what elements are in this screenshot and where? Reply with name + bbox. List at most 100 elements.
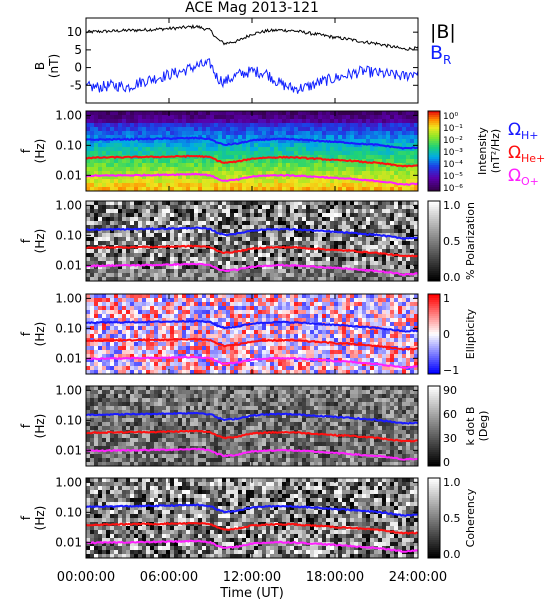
spectrogram-cell <box>242 167 247 172</box>
spectrogram-cell <box>346 217 351 222</box>
spectrogram-cell <box>142 123 147 128</box>
spectrogram-cell <box>86 241 91 246</box>
spectrogram-cell <box>206 314 211 319</box>
spectrogram-cell <box>290 294 295 299</box>
spectrogram-cell <box>302 257 307 262</box>
spectrogram-cell <box>142 187 147 192</box>
spectrogram-cell <box>190 115 195 120</box>
spectrogram-cell <box>286 205 291 210</box>
spectrogram-cell <box>162 350 167 355</box>
spectrogram-cell <box>198 233 203 238</box>
spectrogram-cell <box>358 318 363 323</box>
spectrogram-cell <box>94 135 99 140</box>
spectrogram-cell <box>354 139 359 144</box>
spectrogram-cell <box>170 350 175 355</box>
spectrogram-cell <box>266 253 271 258</box>
spectrogram-cell <box>102 229 107 234</box>
spectrogram-cell <box>282 358 287 363</box>
spectrogram-cell <box>102 171 107 176</box>
spectrogram-cell <box>114 314 119 319</box>
spectrogram-cell <box>178 310 183 315</box>
spectrogram-cell <box>254 261 259 266</box>
spectrogram-cell <box>118 277 123 282</box>
spectrogram-cell <box>206 306 211 311</box>
spectrogram-cell <box>294 346 299 351</box>
colorbar-step <box>428 237 440 240</box>
colorbar-step <box>428 225 440 228</box>
spectrogram-cell <box>126 209 131 214</box>
spectrogram-cell <box>94 183 99 188</box>
spectrogram-cell <box>98 209 103 214</box>
spectrogram-cell <box>106 225 111 230</box>
spectrogram-cell <box>158 253 163 258</box>
spectrogram-cell <box>378 253 383 258</box>
spectrogram-cell <box>302 298 307 303</box>
spectrogram-cell <box>158 261 163 266</box>
spectrogram-cell <box>114 358 119 363</box>
spectrogram-cell <box>166 111 171 116</box>
spectrogram-cell <box>198 187 203 192</box>
spectrogram-cell <box>330 183 335 188</box>
spectrogram-cell <box>322 241 327 246</box>
spectrogram-cell <box>214 213 219 218</box>
spectrogram-cell <box>150 362 155 367</box>
spectrogram-cell <box>158 314 163 319</box>
spectrogram-cell <box>226 201 231 206</box>
spectrogram-cell <box>118 135 123 140</box>
spectrogram-cell <box>190 326 195 331</box>
spectrogram-cell <box>150 350 155 355</box>
spectrogram-cell <box>234 115 239 120</box>
spectrogram-cell <box>162 131 167 136</box>
spectrogram-cell <box>406 179 411 184</box>
spectrogram-cell <box>130 342 135 347</box>
spectrogram-cell <box>350 205 355 210</box>
spectrogram-cell <box>274 298 279 303</box>
spectrogram-cell <box>366 350 371 355</box>
spectrogram-cell <box>238 241 243 246</box>
spectrogram-cell <box>130 269 135 274</box>
spectrogram-cell <box>106 201 111 206</box>
spectrogram-cell <box>178 127 183 132</box>
spectrogram-cell <box>322 163 327 168</box>
spectrogram-cell <box>326 306 331 311</box>
spectrogram-cell <box>354 221 359 226</box>
spectrogram-cell <box>218 119 223 124</box>
spectrogram-cell <box>134 201 139 206</box>
spectrogram-cell <box>118 354 123 359</box>
colorbar-step <box>428 141 440 144</box>
spectrogram-cell <box>150 225 155 230</box>
spectrogram-cell <box>90 334 95 339</box>
spectrogram-cell <box>218 350 223 355</box>
spectrogram-cell <box>150 147 155 152</box>
spectrogram-cell <box>142 326 147 331</box>
spectrogram-cell <box>362 221 367 226</box>
spectrogram-cell <box>254 277 259 282</box>
spectrogram-cell <box>178 366 183 371</box>
spectrogram-cell <box>362 322 367 327</box>
spectrogram-cell <box>114 326 119 331</box>
spectrogram-cell <box>206 139 211 144</box>
spectrogram-cell <box>114 237 119 242</box>
spectrogram-cell <box>238 127 243 132</box>
spectrogram-cell <box>110 322 115 327</box>
spectrogram-cell <box>102 123 107 128</box>
spectrogram-cell <box>214 143 219 148</box>
spectrogram-cell <box>126 151 131 156</box>
spectrogram-cell <box>410 143 415 148</box>
spectrogram-cell <box>242 326 247 331</box>
spectrogram-cell <box>322 205 327 210</box>
spectrogram-cell <box>406 135 411 140</box>
spectrogram-cell <box>290 201 295 206</box>
spectrogram-cell <box>162 298 167 303</box>
spectrogram-cell <box>166 135 171 140</box>
spectrogram-cell <box>238 187 243 192</box>
spectrogram-cell <box>286 358 291 363</box>
spectrogram-cell <box>378 322 383 327</box>
spectrogram-cell <box>106 370 111 375</box>
spectrogram-cell <box>202 277 207 282</box>
spectrogram-cell <box>374 237 379 242</box>
spectrogram-cell <box>310 163 315 168</box>
spectrogram-cell <box>214 179 219 184</box>
spectrogram-cell <box>262 171 267 176</box>
spectrogram-cell <box>186 131 191 136</box>
